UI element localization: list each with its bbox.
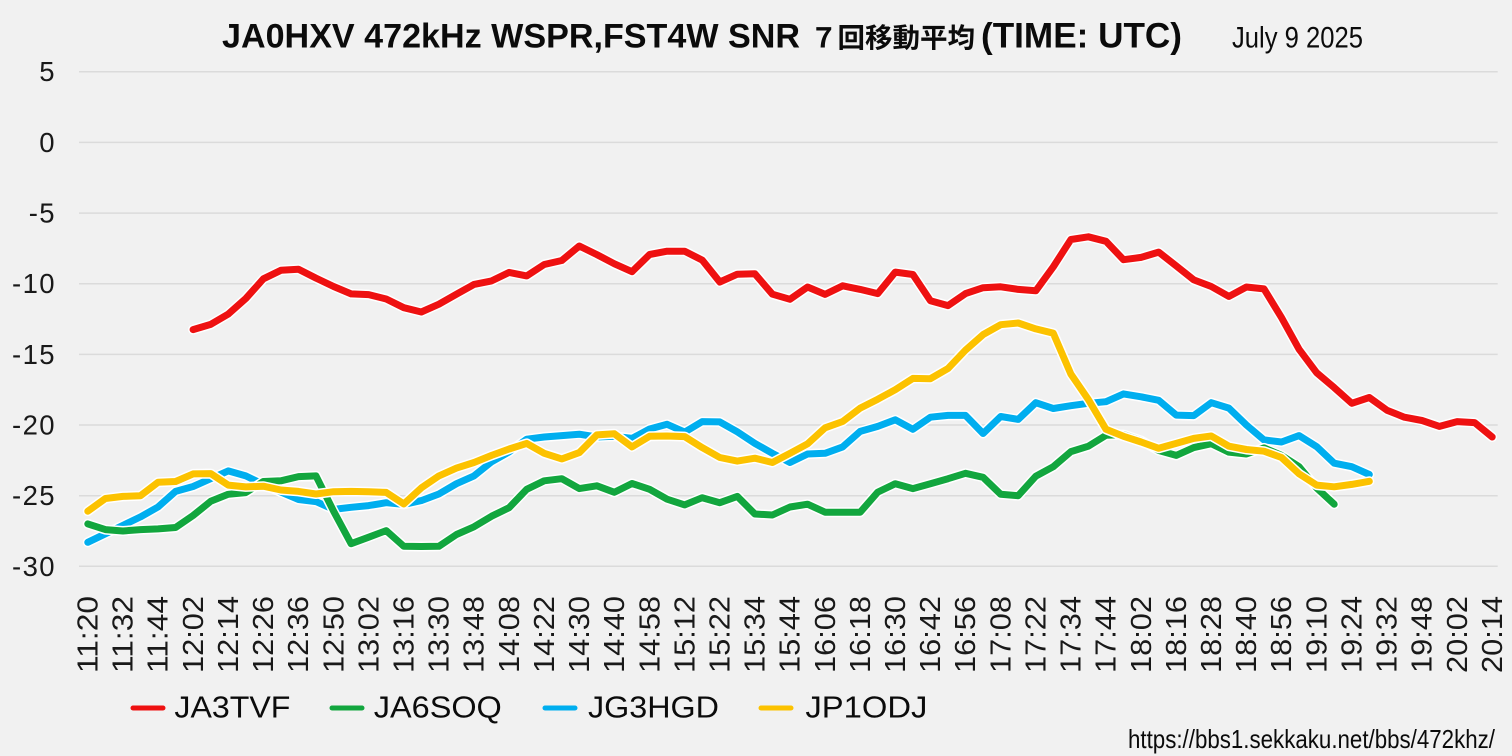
svg-text:18:28: 18:28	[1196, 596, 1228, 673]
svg-text:17:34: 17:34	[1056, 596, 1088, 673]
svg-text:19:10: 19:10	[1301, 596, 1333, 673]
svg-text:18:02: 18:02	[1126, 596, 1158, 673]
svg-text:14:30: 14:30	[564, 596, 596, 673]
svg-text:15:34: 15:34	[740, 596, 772, 673]
svg-text:13:16: 13:16	[389, 596, 421, 673]
svg-text:11:20: 11:20	[73, 596, 105, 673]
svg-text:14:58: 14:58	[634, 596, 666, 673]
svg-text:12:36: 12:36	[283, 596, 315, 673]
svg-text:5: 5	[39, 56, 56, 87]
svg-text:13:02: 13:02	[353, 596, 385, 673]
svg-text:(TIME: UTC): (TIME: UTC)	[981, 17, 1182, 56]
svg-text:https://bbs1.sekkaku.net/bbs/4: https://bbs1.sekkaku.net/bbs/472khz/	[1128, 724, 1496, 754]
svg-text:16:18: 16:18	[845, 596, 877, 673]
svg-text:16:06: 16:06	[810, 596, 842, 673]
svg-text:18:16: 18:16	[1161, 596, 1193, 673]
svg-text:12:14: 12:14	[213, 596, 245, 673]
svg-text:-15: -15	[12, 339, 56, 370]
svg-text:11:44: 11:44	[143, 596, 175, 673]
svg-text:14:22: 14:22	[529, 596, 561, 673]
svg-text:16:56: 16:56	[950, 596, 982, 673]
svg-text:13:30: 13:30	[424, 596, 456, 673]
svg-text:19:48: 19:48	[1407, 596, 1439, 673]
svg-text:14:40: 14:40	[599, 596, 631, 673]
svg-text:JA6SOQ: JA6SOQ	[374, 690, 502, 725]
svg-text:18:56: 18:56	[1266, 596, 1298, 673]
svg-text:15:12: 15:12	[669, 596, 701, 673]
svg-text:17:08: 17:08	[985, 596, 1017, 673]
svg-text:17:22: 17:22	[1021, 596, 1053, 673]
svg-text:20:02: 20:02	[1442, 596, 1474, 673]
svg-text:13:48: 13:48	[459, 596, 491, 673]
svg-text:16:30: 16:30	[880, 596, 912, 673]
svg-text:July 9 2025: July 9 2025	[1232, 22, 1363, 55]
svg-text:14:08: 14:08	[494, 596, 526, 673]
svg-text:20:14: 20:14	[1477, 596, 1509, 673]
svg-text:0: 0	[39, 127, 56, 158]
svg-text:JG3HGD: JG3HGD	[588, 690, 719, 725]
svg-text:JA3TVF: JA3TVF	[174, 690, 290, 725]
svg-text:-5: -5	[29, 198, 56, 229]
svg-text:11:32: 11:32	[108, 596, 140, 673]
svg-text:-25: -25	[12, 480, 56, 511]
svg-text:12:02: 12:02	[178, 596, 210, 673]
svg-text:15:44: 15:44	[775, 596, 807, 673]
svg-text:17:44: 17:44	[1091, 596, 1123, 673]
svg-text:-20: -20	[12, 410, 56, 441]
svg-text:12:26: 12:26	[248, 596, 280, 673]
svg-text:15:22: 15:22	[705, 596, 737, 673]
svg-text:19:32: 19:32	[1372, 596, 1404, 673]
svg-text:18:40: 18:40	[1231, 596, 1263, 673]
svg-text:19:24: 19:24	[1337, 596, 1369, 673]
svg-text:JP1ODJ: JP1ODJ	[805, 690, 927, 725]
svg-text:-10: -10	[12, 268, 56, 299]
svg-text:16:42: 16:42	[915, 596, 947, 673]
svg-text:-30: -30	[12, 551, 56, 582]
svg-text:JA0HXV 472kHz WSPR,FST4W SNR: JA0HXV 472kHz WSPR,FST4W SNR	[222, 18, 800, 56]
svg-text:12:50: 12:50	[318, 596, 350, 673]
